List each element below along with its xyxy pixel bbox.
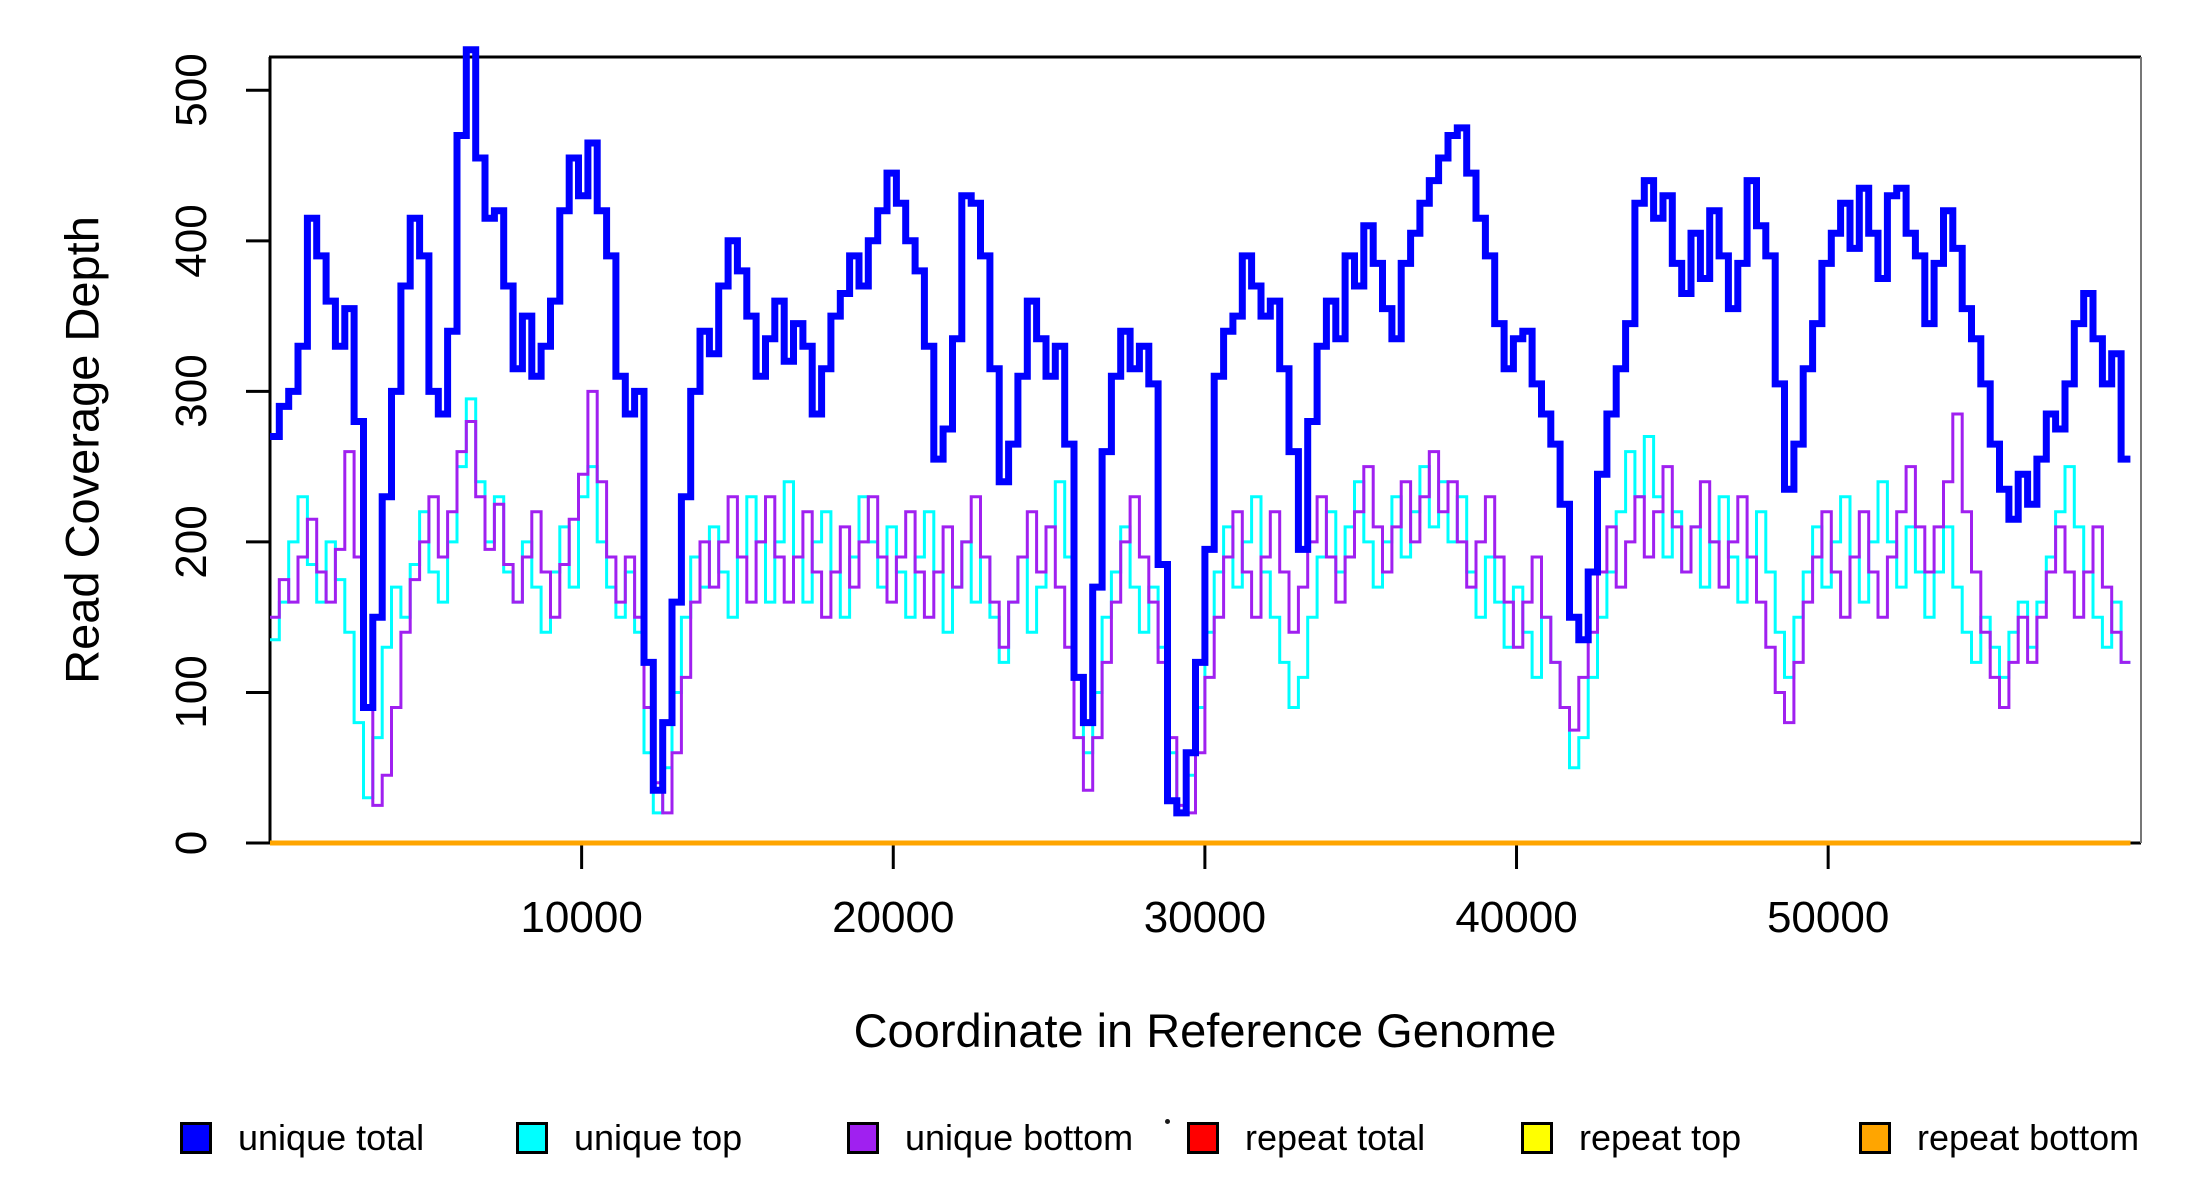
- legend-item-unique-bottom: unique bottom: [847, 1117, 1133, 1159]
- legend-item-repeat-top: repeat top: [1521, 1117, 1741, 1159]
- legend-label: repeat total: [1245, 1117, 1426, 1158]
- x-tick-label-40000: 40000: [1455, 893, 1578, 942]
- legend-label: repeat bottom: [1917, 1117, 2140, 1158]
- artifact-dot: [1165, 1119, 1170, 1124]
- legend-item-unique-top: unique top: [516, 1117, 742, 1159]
- series-unique-bottom: [270, 389, 2131, 815]
- y-tick-label-300: 300: [167, 354, 216, 429]
- legend-label: unique total: [238, 1117, 425, 1158]
- series-unique-top: [270, 397, 2131, 815]
- x-axis-title: Coordinate in Reference Genome: [853, 1004, 1557, 1057]
- y-tick-label-500: 500: [167, 53, 216, 128]
- legend-item-repeat-total: repeat total: [1187, 1117, 1425, 1159]
- legend-swatch-repeat-bottom: [1859, 1122, 1891, 1154]
- legend-item-repeat-bottom: repeat bottom: [1859, 1117, 2139, 1159]
- legend-label: repeat top: [1579, 1117, 1742, 1158]
- legend-label: unique bottom: [905, 1117, 1134, 1158]
- x-tick-label-20000: 20000: [832, 893, 955, 942]
- y-tick-label-400: 400: [167, 204, 216, 278]
- y-tick-label-100: 100: [167, 655, 216, 730]
- legend-swatch-unique-bottom: [847, 1122, 879, 1154]
- x-tick-label-30000: 30000: [1143, 893, 1267, 942]
- y-tick-label-0: 0: [167, 830, 216, 856]
- legend-label: unique top: [574, 1117, 743, 1158]
- x-tick-label-50000: 50000: [1766, 893, 1890, 942]
- y-tick-label-200: 200: [167, 505, 216, 579]
- legend-swatch-unique-total: [180, 1122, 212, 1154]
- legend-swatch-repeat-total: [1187, 1122, 1219, 1154]
- legend-swatch-unique-top: [516, 1122, 548, 1154]
- x-tick-label-10000: 10000: [520, 893, 643, 942]
- y-axis-title: Read Coverage Depth: [55, 216, 109, 684]
- legend-swatch-repeat-top: [1521, 1122, 1553, 1154]
- legend-item-unique-total: unique total: [180, 1117, 424, 1159]
- series-unique-total: [270, 46, 2131, 817]
